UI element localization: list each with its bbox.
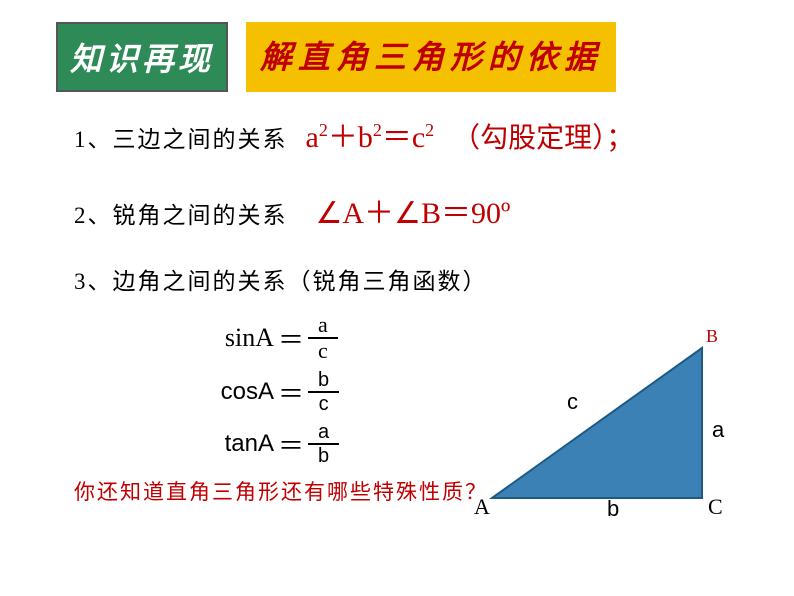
cos-eq: ＝ (278, 374, 304, 411)
equals: ＝ (382, 121, 412, 154)
triangle-shape (492, 348, 702, 498)
right-triangle-figure: A B C a b c (472, 328, 752, 538)
badge-title: 解直角三角形的依据 (246, 22, 616, 92)
tan-den: b (318, 445, 329, 466)
relation-angles-label: 2、锐角之间的关系 (74, 196, 288, 230)
tan-num: a (308, 422, 339, 445)
relation-sides-label: 1、三边之间的关系 (74, 120, 288, 154)
plus1: ＋ (328, 121, 358, 154)
cos-frac: b c (308, 370, 339, 414)
sin-frac: a c (308, 314, 338, 362)
badge-knowledge: 知识再现 (56, 22, 228, 92)
var-b: b (358, 121, 373, 154)
side-b-label: b (607, 496, 619, 522)
side-a-label: a (712, 417, 724, 443)
relation-trig: 3、边角之间的关系（锐角三角函数） (74, 262, 794, 296)
var-a: a (306, 121, 319, 154)
vertex-c-label: C (708, 494, 723, 520)
relation-angles: 2、锐角之间的关系 ∠A＋∠B＝90º (74, 188, 794, 232)
cos-den: c (319, 393, 329, 414)
tan-lhs: tanA (164, 430, 274, 458)
cos-lhs: cosA (164, 378, 274, 406)
relation-sides: 1、三边之间的关系 a2＋b2＝c2 （勾股定理）； (74, 112, 794, 156)
sin-eq: ＝ (278, 320, 304, 357)
sin-lhs: sinA (164, 323, 274, 353)
var-c: c (412, 121, 425, 154)
sup-b: 2 (373, 120, 382, 140)
sup-a: 2 (319, 120, 328, 140)
pythagoras-equation: a2＋b2＝c2 (306, 112, 435, 156)
pythagoras-note: （勾股定理）； (452, 116, 634, 156)
side-c-label: c (567, 389, 578, 415)
angle-sum-equation: ∠A＋∠B＝90º (316, 188, 511, 232)
vertex-a-label: A (474, 494, 490, 520)
cos-num: b (308, 370, 339, 393)
sin-num: a (308, 314, 338, 339)
tan-frac: a b (308, 422, 339, 466)
sup-c: 2 (425, 120, 434, 140)
tan-eq: ＝ (278, 426, 304, 463)
vertex-b-label: B (706, 326, 718, 347)
sin-den: c (318, 339, 328, 362)
relation-trig-label: 3、边角之间的关系（锐角三角函数） (74, 269, 488, 294)
